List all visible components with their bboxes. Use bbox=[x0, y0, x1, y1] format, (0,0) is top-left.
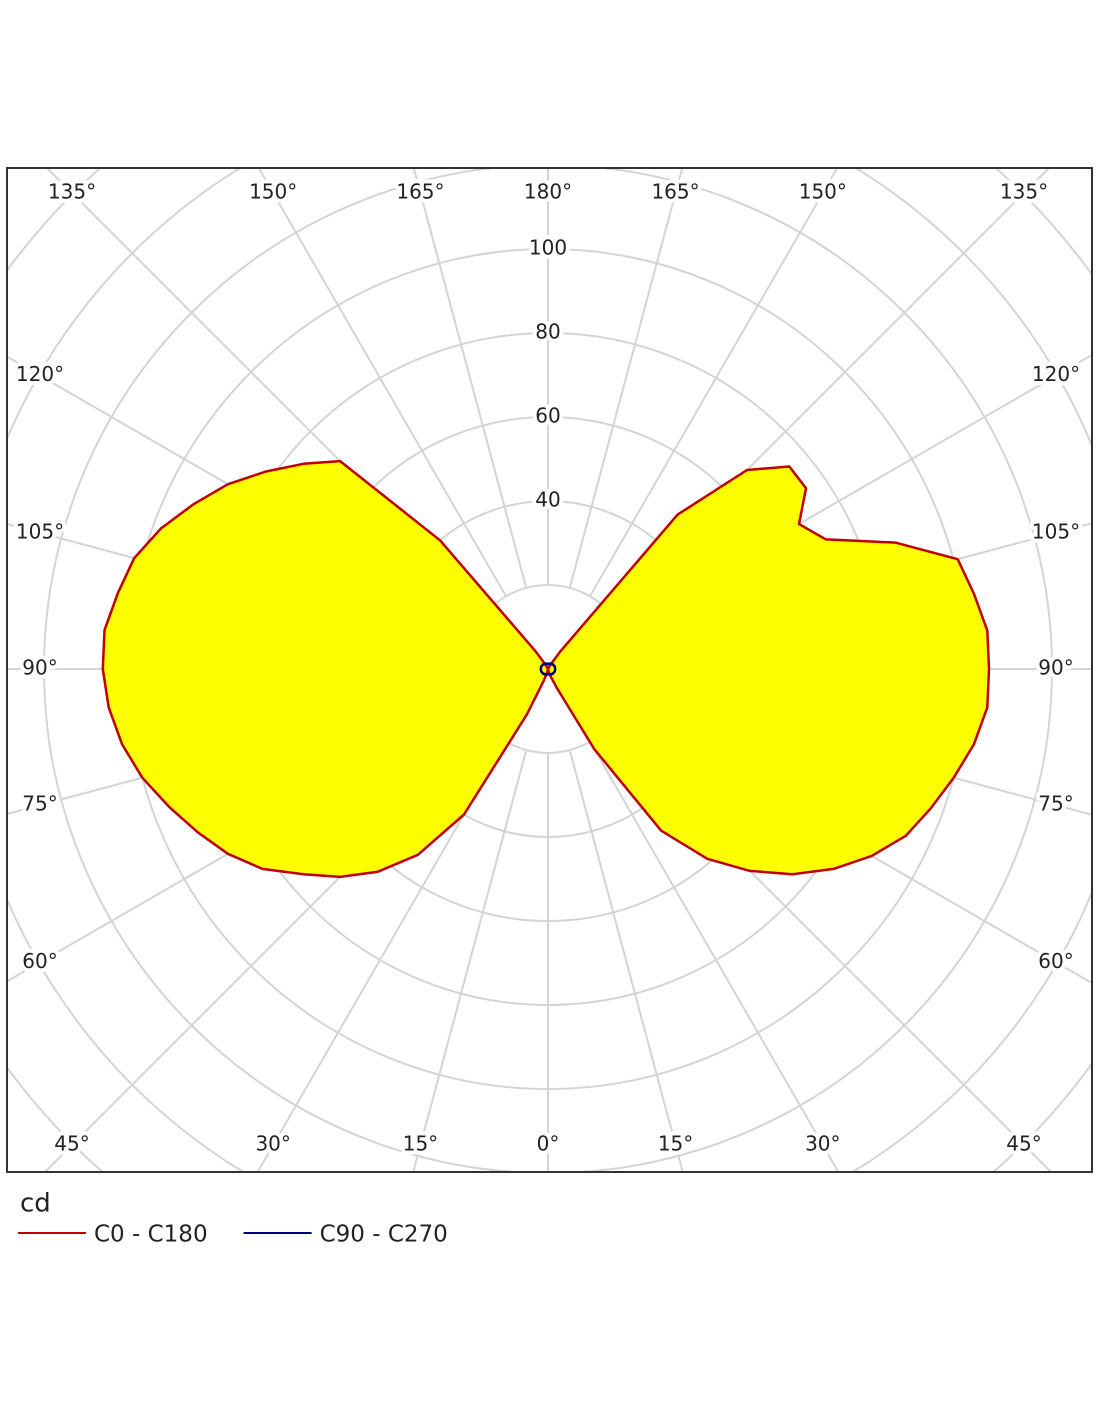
angle-tick-label: 135° bbox=[48, 180, 96, 204]
grid-spoke bbox=[568, 169, 684, 589]
grid-spoke bbox=[412, 169, 528, 589]
angle-tick-label: 15° bbox=[658, 1132, 693, 1156]
angle-tick-label: 120° bbox=[1032, 362, 1080, 386]
grid-spoke bbox=[412, 749, 528, 1171]
legend-label: C0 - C180 bbox=[94, 1222, 208, 1248]
angle-tick-label: 30° bbox=[805, 1132, 840, 1156]
angle-tick-label: 105° bbox=[1032, 519, 1080, 543]
angle-tick-label: 75° bbox=[22, 792, 57, 816]
angle-tick-label: 60° bbox=[1038, 949, 1073, 973]
angle-tick-label: 150° bbox=[799, 180, 847, 204]
grid-spoke bbox=[258, 169, 507, 597]
grid-spoke bbox=[589, 741, 839, 1171]
angle-tick-label: 15° bbox=[403, 1132, 438, 1156]
r-tick-label: 80 bbox=[535, 320, 560, 344]
angle-tick-label: 0° bbox=[537, 1132, 560, 1156]
unit-label: cd bbox=[20, 1189, 51, 1219]
grid-spoke bbox=[568, 749, 684, 1171]
legend-label: C90 - C270 bbox=[320, 1222, 448, 1248]
grid-spoke bbox=[589, 169, 838, 597]
angle-tick-label: 30° bbox=[255, 1132, 290, 1156]
angle-tick-label: 165° bbox=[396, 180, 444, 204]
angle-tick-label: 90° bbox=[1038, 656, 1073, 680]
frame bbox=[6, 167, 1093, 1173]
angle-tick-label: 150° bbox=[249, 180, 297, 204]
angle-tick-label: 75° bbox=[1038, 792, 1073, 816]
r-tick-label: 100 bbox=[529, 236, 567, 260]
series-curve bbox=[101, 459, 991, 879]
series-curve bbox=[539, 662, 557, 676]
r-tick-label: 40 bbox=[535, 488, 560, 512]
angle-tick-label: 105° bbox=[16, 519, 64, 543]
angle-tick-label: 45° bbox=[1006, 1132, 1041, 1156]
angle-tick-label: 180° bbox=[524, 180, 572, 204]
angle-tick-label: 165° bbox=[651, 180, 699, 204]
angle-tick-label: 90° bbox=[22, 656, 57, 680]
angle-tick-label: 135° bbox=[1000, 180, 1048, 204]
angle-tick-label: 45° bbox=[54, 1132, 89, 1156]
r-tick-label: 60 bbox=[535, 404, 560, 428]
angle-tick-label: 120° bbox=[16, 362, 64, 386]
angle-tick-label: 60° bbox=[22, 949, 57, 973]
grid-spoke bbox=[257, 741, 507, 1171]
